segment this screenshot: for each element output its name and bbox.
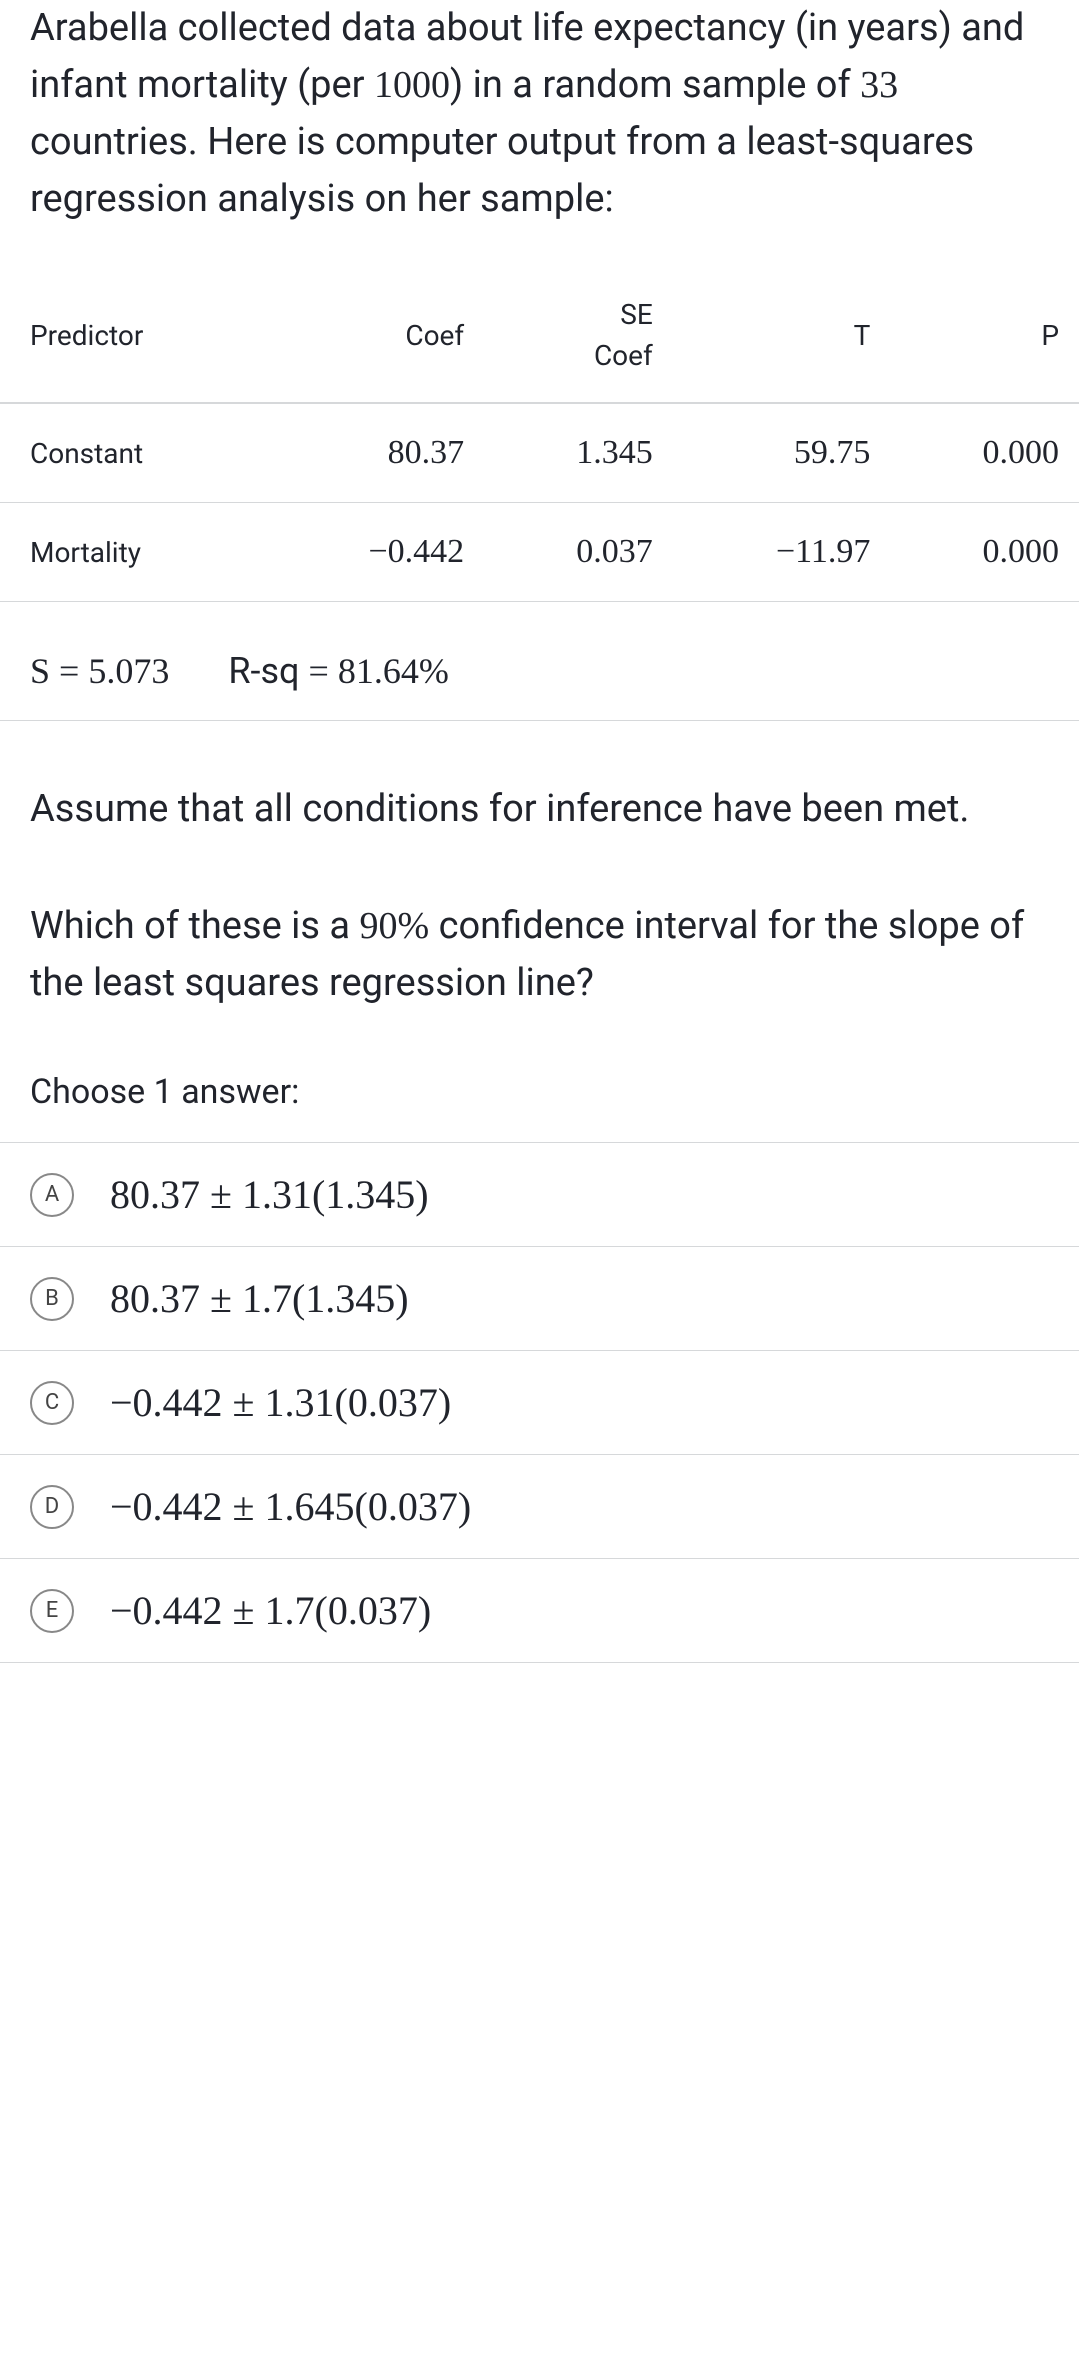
intro-num-2: 33: [860, 64, 898, 106]
question-part1: Which of these is a: [30, 904, 360, 948]
s-label: S =: [30, 651, 88, 691]
answer-option-c[interactable]: C −0.442 ± 1.31(0.037): [0, 1351, 1079, 1455]
option-letter-circle: C: [30, 1381, 74, 1425]
choose-label: Choose 1 answer:: [0, 1052, 1079, 1142]
answer-option-d[interactable]: D −0.442 ± 1.645(0.037): [0, 1455, 1079, 1559]
option-letter-circle: D: [30, 1485, 74, 1529]
table-row: Constant 80.37 1.345 59.75 0.000: [0, 403, 1079, 503]
cell-p: 0.000: [890, 503, 1079, 602]
cell-t: 59.75: [673, 403, 891, 503]
intro-text-2: ) in a random sample of: [450, 63, 860, 107]
option-text: −0.442 ± 1.31(0.037): [110, 1379, 451, 1426]
cell-p: 0.000: [890, 403, 1079, 503]
s-value: 5.073: [88, 651, 169, 691]
stats-row: S = 5.073 R-sq = 81.64%: [0, 622, 1079, 721]
assume-text: Assume that all conditions for inference…: [0, 721, 1079, 868]
table-row: Mortality −0.442 0.037 −11.97 0.000: [0, 503, 1079, 602]
answer-option-e[interactable]: E −0.442 ± 1.7(0.037): [0, 1559, 1079, 1663]
intro-paragraph: Arabella collected data about life expec…: [0, 0, 1079, 268]
rsq-value: 81.64%: [338, 651, 449, 691]
rsq-eq: =: [300, 651, 338, 691]
cell-se: 0.037: [484, 503, 673, 602]
answer-list: A 80.37 ± 1.31(1.345) B 80.37 ± 1.7(1.34…: [0, 1142, 1079, 1663]
cell-predictor: Mortality: [0, 503, 264, 602]
cell-predictor: Constant: [0, 403, 264, 503]
answer-option-a[interactable]: A 80.37 ± 1.31(1.345): [0, 1143, 1079, 1247]
cell-coef: 80.37: [264, 403, 484, 503]
header-coef: Coef: [264, 268, 484, 403]
option-text: 80.37 ± 1.7(1.345): [110, 1275, 409, 1322]
cell-se: 1.345: [484, 403, 673, 503]
option-text: 80.37 ± 1.31(1.345): [110, 1171, 429, 1218]
option-text: −0.442 ± 1.7(0.037): [110, 1587, 431, 1634]
question-pct: 90%: [360, 905, 430, 947]
question-text: Which of these is a 90% confidence inter…: [0, 868, 1079, 1052]
option-letter-circle: B: [30, 1277, 74, 1321]
intro-num-1: 1000: [374, 64, 450, 106]
cell-coef: −0.442: [264, 503, 484, 602]
header-p: P: [890, 268, 1079, 403]
header-se: SE Coef: [484, 268, 673, 403]
header-predictor: Predictor: [0, 268, 264, 403]
option-letter-circle: A: [30, 1173, 74, 1217]
cell-t: −11.97: [673, 503, 891, 602]
intro-text-3: countries. Here is computer output from …: [30, 120, 974, 221]
option-text: −0.442 ± 1.645(0.037): [110, 1483, 471, 1530]
rsq-label: R-sq: [228, 650, 299, 692]
answer-option-b[interactable]: B 80.37 ± 1.7(1.345): [0, 1247, 1079, 1351]
regression-table: Predictor Coef SE Coef T P Constant 80.3…: [0, 268, 1079, 602]
table-header-row: Predictor Coef SE Coef T P: [0, 268, 1079, 403]
header-t: T: [673, 268, 891, 403]
option-letter-circle: E: [30, 1589, 74, 1633]
